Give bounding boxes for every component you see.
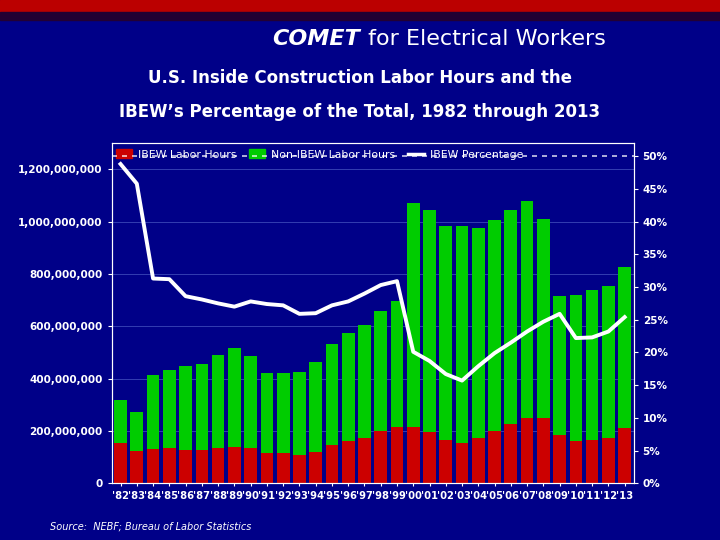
Bar (537, 418, 549, 483)
Bar (521, 201, 534, 418)
Bar (537, 219, 549, 418)
Bar (521, 418, 534, 483)
Bar (423, 210, 436, 432)
Bar (276, 373, 289, 453)
Bar (358, 437, 371, 483)
Bar (618, 428, 631, 483)
Bar (374, 431, 387, 483)
Bar (212, 355, 225, 448)
Bar (261, 453, 274, 483)
Bar (342, 333, 354, 441)
Bar (407, 203, 420, 427)
Bar (163, 370, 176, 448)
Text: IBEW’s Percentage of the Total, 1982 through 2013: IBEW’s Percentage of the Total, 1982 thr… (120, 103, 600, 121)
Bar (456, 443, 469, 483)
Bar (276, 453, 289, 483)
Text: U.S. Inside Construction Labor Hours and the: U.S. Inside Construction Labor Hours and… (148, 69, 572, 87)
Bar (147, 375, 159, 449)
Bar (130, 450, 143, 483)
Bar (439, 226, 452, 440)
Bar (505, 210, 517, 424)
Bar (391, 301, 403, 427)
Text: Source:  NEBF; Bureau of Labor Statistics: Source: NEBF; Bureau of Labor Statistics (50, 522, 252, 531)
Bar (147, 449, 159, 483)
Bar (228, 447, 240, 483)
Bar (553, 435, 566, 483)
Bar (179, 366, 192, 450)
Bar (114, 443, 127, 483)
Text: for Electrical Workers: for Electrical Workers (361, 29, 606, 49)
Bar (342, 441, 354, 483)
Bar (244, 356, 257, 448)
Bar (553, 296, 566, 435)
Bar (196, 364, 208, 450)
Bar (570, 295, 582, 441)
Bar (505, 424, 517, 483)
Bar (488, 220, 501, 431)
Bar (602, 437, 615, 483)
Bar (586, 440, 598, 483)
Bar (179, 450, 192, 483)
Bar (423, 432, 436, 483)
Bar (293, 372, 306, 455)
Bar (374, 310, 387, 431)
Bar (244, 448, 257, 483)
Bar (261, 373, 274, 453)
Bar (130, 412, 143, 450)
Bar (310, 452, 322, 483)
Bar (325, 446, 338, 483)
Bar (163, 448, 176, 483)
Bar (310, 362, 322, 452)
Bar (439, 440, 452, 483)
Bar (618, 267, 631, 428)
Bar (456, 226, 469, 443)
Bar (325, 344, 338, 446)
Bar (407, 427, 420, 483)
Legend: IBEW Labor Hours, Non-IBEW Labor Hours, IBEW Percentage: IBEW Labor Hours, Non-IBEW Labor Hours, … (112, 145, 527, 164)
Bar (472, 437, 485, 483)
Bar (586, 289, 598, 440)
Bar (114, 400, 127, 443)
Bar (602, 286, 615, 437)
Bar (488, 431, 501, 483)
Bar (212, 448, 225, 483)
Bar (472, 228, 485, 437)
Bar (358, 325, 371, 437)
Bar (293, 455, 306, 483)
Bar (196, 450, 208, 483)
Bar (0, 12, 720, 20)
Bar (391, 427, 403, 483)
Bar (228, 348, 240, 447)
Bar (570, 441, 582, 483)
Bar (0, 0, 720, 12)
Text: COMET: COMET (272, 29, 360, 49)
